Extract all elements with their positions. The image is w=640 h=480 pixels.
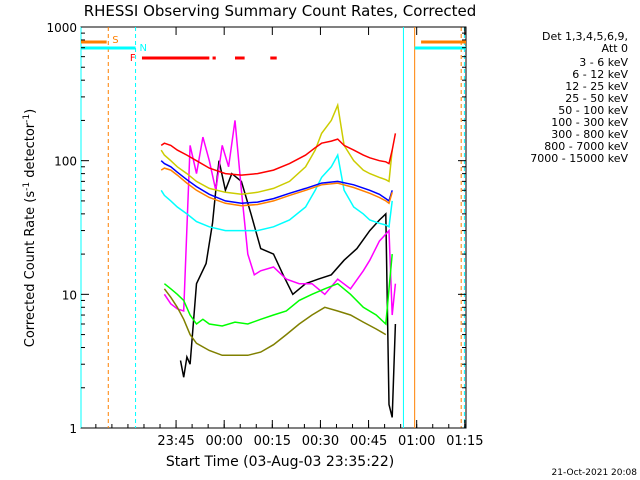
- legend-label-1: 6 - 12 keV: [572, 68, 628, 81]
- x-tick-label-1: 00:00: [205, 434, 242, 449]
- y-tick-label-0: 1: [69, 422, 77, 436]
- x-axis-label: Start Time (03-Aug-03 23:35:22): [166, 454, 394, 470]
- y-label-part2: detector: [23, 122, 38, 182]
- legend-label-3: 25 - 50 keV: [565, 92, 628, 105]
- legend-label-8: 7000 - 15000 keV: [530, 152, 628, 165]
- y-tick-label-2: 100: [54, 155, 77, 169]
- x-tick-label-3: 00:30: [302, 434, 339, 449]
- y-axis-label: Corrected Count Rate (s-1 detector-1): [22, 109, 38, 347]
- x-tick-label-5: 01:00: [398, 434, 435, 449]
- series-line-8: [163, 288, 387, 357]
- legend-label-5: 100 - 300 keV: [551, 116, 628, 129]
- legend-header-0: Det 1,3,4,5,6,9,: [542, 30, 628, 43]
- vertical-markers: [80, 27, 465, 428]
- x-tick-label-4: 00:45: [350, 434, 387, 449]
- series-line-0: [179, 160, 397, 418]
- legend-label-7: 800 - 7000 keV: [544, 140, 628, 153]
- y-tick-label-3: 1000: [46, 21, 77, 35]
- legend-label-6: 300 - 800 keV: [551, 128, 628, 141]
- series-group: [160, 102, 397, 418]
- series-line-4: [160, 102, 393, 196]
- flag-bars: [81, 40, 466, 60]
- series-line-6: [160, 160, 393, 205]
- x-tick-label-6: 01:15: [446, 434, 483, 449]
- series-line-3: [160, 152, 393, 232]
- y-axis: 1 10 100 1000: [46, 21, 466, 436]
- y-label-exp1: -1: [22, 182, 32, 191]
- legend-label-4: 50 - 100 keV: [558, 104, 628, 117]
- flag-markers: S NF: [112, 35, 147, 64]
- x-axis: 23:45 00:00 00:15 00:30 00:45 01:00 01:15: [95, 27, 484, 449]
- legend-label-2: 12 - 25 keV: [565, 80, 628, 93]
- x-tick-label-0: 23:45: [157, 434, 194, 449]
- chart-title: RHESSI Observing Summary Count Rates, Co…: [84, 2, 477, 20]
- legend-label-0: 3 - 6 keV: [579, 56, 628, 69]
- y-label-part1: Corrected Count Rate (s: [23, 191, 38, 348]
- y-tick-label-1: 10: [62, 288, 77, 302]
- marker-s: S: [112, 35, 118, 46]
- series-line-5: [160, 133, 397, 176]
- y-label-part3: ): [23, 109, 38, 114]
- series-line-7: [160, 167, 393, 207]
- render-timestamp: 21-Oct-2021 20:08: [552, 468, 638, 478]
- series-line-2: [163, 254, 393, 327]
- series-line-1: [163, 120, 397, 316]
- marker-n: N: [140, 43, 147, 54]
- marker-f: F: [130, 53, 136, 64]
- y-label-exp2: -1: [22, 114, 32, 123]
- x-tick-label-2: 00:15: [254, 434, 291, 449]
- legend-header-1: Att 0: [602, 42, 628, 55]
